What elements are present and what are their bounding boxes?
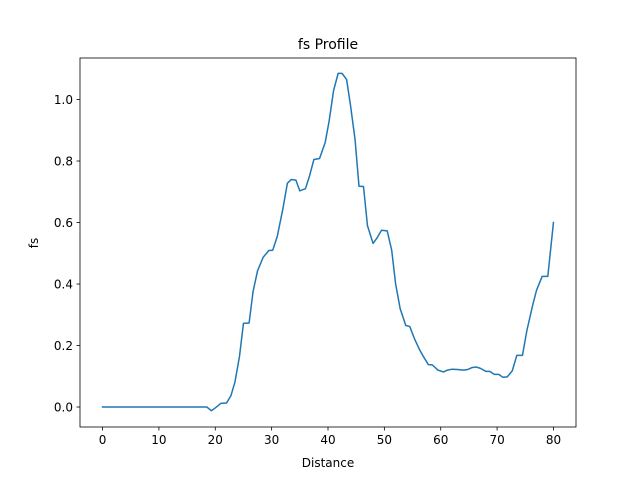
- x-tick-label: 40: [320, 433, 335, 447]
- x-axis-ticks: 0 10 20 30 40 50 60 70 80: [99, 427, 561, 447]
- x-tick-label: 80: [546, 433, 561, 447]
- x-tick-label: 30: [264, 433, 279, 447]
- x-tick-label: 50: [377, 433, 392, 447]
- x-tick-label: 10: [151, 433, 166, 447]
- series-line-0: [101, 72, 555, 412]
- chart-title: fs Profile: [298, 37, 358, 53]
- x-tick-label: 70: [489, 433, 504, 447]
- y-tick-label: 0.6: [54, 216, 73, 230]
- x-tick-label: 60: [433, 433, 448, 447]
- y-tick-label: 0.0: [54, 401, 73, 415]
- plot-area: [101, 72, 555, 412]
- y-tick-label: 0.8: [54, 155, 73, 169]
- y-tick-label: 0.4: [54, 278, 73, 292]
- x-axis-label: Distance: [302, 456, 354, 470]
- x-tick-label: 20: [208, 433, 223, 447]
- y-tick-label: 0.2: [54, 339, 73, 353]
- y-axis-label: fs: [27, 238, 41, 248]
- y-tick-label: 1.0: [54, 93, 73, 107]
- plot-frame: [79, 57, 577, 428]
- y-axis-ticks: 0.0 0.2 0.4 0.6 0.8 1.0: [54, 93, 80, 415]
- x-tick-label: 0: [99, 433, 107, 447]
